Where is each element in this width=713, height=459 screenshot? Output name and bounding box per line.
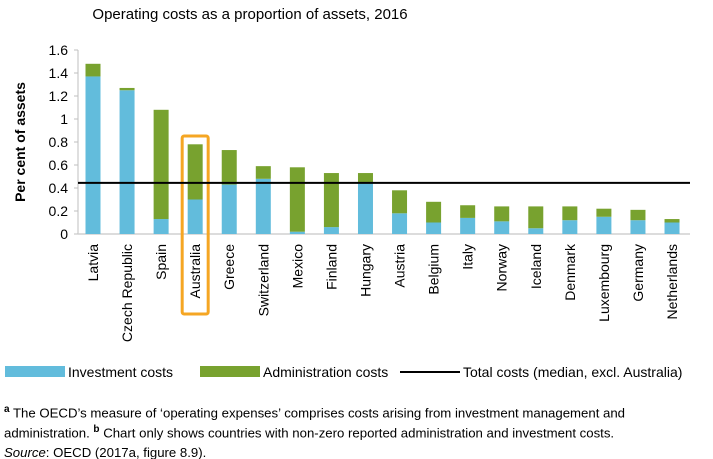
bar-administration — [630, 209, 646, 221]
legend-swatch-administration — [200, 366, 260, 377]
x-tick-label: Australia — [187, 244, 203, 299]
bar-administration — [357, 173, 373, 184]
bar-investment — [221, 184, 237, 234]
x-tick-label: Iceland — [528, 244, 544, 289]
y-tick-label: 1 — [60, 111, 68, 127]
bar-administration — [596, 208, 612, 217]
bar-administration — [323, 173, 339, 228]
x-tick-label: Hungary — [357, 244, 373, 297]
y-axis-label: Per cent of assets — [12, 82, 28, 202]
y-tick-label: 0.6 — [49, 157, 69, 173]
bar-administration — [153, 109, 169, 220]
x-tick-label: Austria — [392, 244, 408, 288]
bar-investment — [119, 90, 135, 234]
legend-label-administration: Administration costs — [263, 364, 388, 380]
bar-administration — [255, 166, 271, 179]
bar-investment — [357, 183, 373, 234]
bar-administration — [392, 190, 408, 214]
bar-investment — [392, 213, 408, 234]
x-tick-label: Belgium — [426, 244, 442, 295]
x-tick-label: Mexico — [289, 244, 305, 289]
legend-label-median: Total costs (median, excl. Australia) — [463, 364, 682, 380]
bar-administration — [664, 219, 680, 223]
bar-investment — [664, 222, 680, 234]
y-tick-label: 0 — [60, 226, 68, 242]
source-note: Source: OECD (2017a, figure 8.9). — [4, 444, 207, 459]
x-tick-label: Greece — [221, 244, 237, 290]
x-tick-label: Italy — [460, 244, 476, 270]
x-tick-label: Netherlands — [664, 244, 680, 320]
bar-investment — [528, 228, 544, 234]
bar-administration — [460, 205, 476, 218]
y-tick-label: 1.4 — [49, 65, 69, 81]
chart-svg: 0 0.2 0.4 0.6 0.8 1 1.2 1.4 1.6 Per cent of asset… — [5, 42, 690, 380]
bar-investment — [630, 220, 646, 234]
bar-investment — [153, 219, 169, 234]
bar-administration — [221, 150, 237, 185]
y-tick-label: 0.4 — [49, 180, 69, 196]
x-tick-label: Czech Republic — [119, 244, 135, 342]
footnotes: a The OECD’s measure of ‘operating expen… — [4, 401, 713, 459]
highlight-box — [180, 134, 210, 316]
x-tick-label: Denmark — [562, 243, 578, 301]
y-tick-label: 0.8 — [49, 134, 69, 150]
bar-investment — [460, 217, 476, 234]
x-tick-label: Germany — [630, 244, 646, 302]
bar-investment — [562, 220, 578, 234]
bar-administration — [187, 144, 203, 200]
bar-investment — [187, 199, 203, 234]
bar-investment — [323, 227, 339, 234]
bar-investment — [596, 216, 612, 234]
x-tick-label: Luxembourg — [596, 244, 612, 322]
legend-label-investment: Investment costs — [68, 364, 173, 380]
bar-administration — [528, 206, 544, 229]
bar-investment — [85, 76, 101, 234]
bar-investment — [289, 231, 305, 234]
bar-investment — [426, 222, 442, 234]
bar-administration — [289, 167, 305, 232]
footnote-a-b: a The OECD’s measure of ‘operating expen… — [4, 404, 626, 441]
chart-title: Operating costs as a proportion of asset… — [92, 6, 408, 23]
bar-administration — [85, 63, 101, 77]
bar-administration — [562, 206, 578, 221]
x-tick-label: Norway — [494, 244, 510, 291]
bar-investment — [255, 178, 271, 234]
y-tick-label: 0.2 — [49, 203, 69, 219]
legend-swatch-investment — [5, 366, 65, 377]
x-tick-label: Finland — [323, 244, 339, 290]
bar-administration — [494, 206, 510, 222]
x-tick-label: Switzerland — [255, 244, 271, 316]
x-tick-label: Latvia — [85, 244, 101, 282]
bar-administration — [119, 87, 135, 91]
y-tick-label: 1.6 — [49, 42, 69, 58]
y-tick-label: 1.2 — [49, 88, 69, 104]
bar-administration — [426, 201, 442, 223]
bar-investment — [494, 221, 510, 234]
x-tick-label: Spain — [153, 244, 169, 280]
